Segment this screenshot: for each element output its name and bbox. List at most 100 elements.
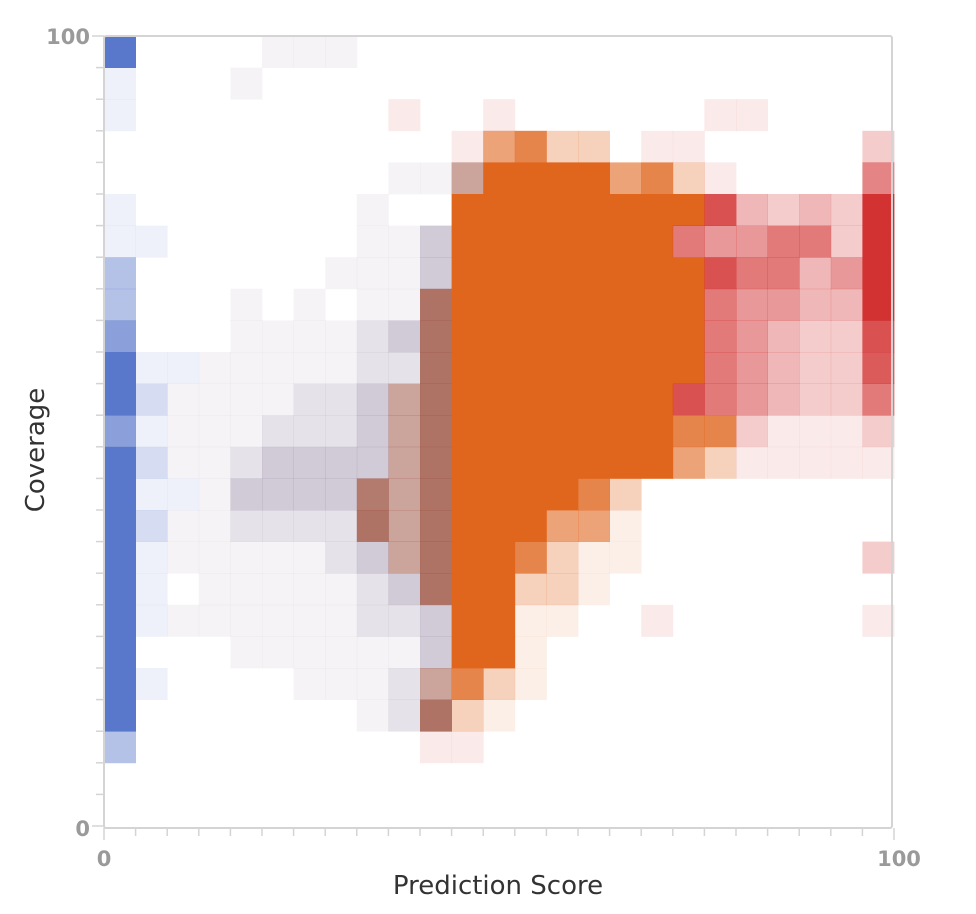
y-axis-title: Coverage (21, 388, 51, 513)
heatmap-cell (167, 415, 200, 448)
heatmap-cell (609, 320, 642, 353)
heatmap-cell (672, 257, 705, 290)
heatmap-cell (641, 194, 674, 226)
heatmap-cell (388, 352, 421, 384)
heatmap-cell (609, 288, 642, 321)
heatmap-cell (262, 541, 294, 574)
heatmap-cell (135, 604, 168, 637)
heatmap-cell (420, 636, 452, 669)
heatmap-cell (325, 636, 358, 669)
heatmap-cell (546, 320, 579, 353)
heatmap-cell (230, 383, 263, 416)
heatmap-cell (104, 636, 136, 669)
heatmap-cell (230, 604, 263, 637)
heatmap-cell (420, 288, 452, 321)
heatmap-cell (356, 604, 389, 637)
heatmap-cell (641, 288, 674, 321)
heatmap-cell (546, 130, 579, 163)
heatmap-cell (862, 320, 895, 353)
heatmap-cell (356, 446, 389, 479)
heatmap-cell (830, 446, 863, 479)
heatmap-cell (198, 541, 231, 574)
heatmap-cell (546, 541, 579, 574)
heatmap-cell (451, 320, 484, 353)
heatmap-cell (704, 446, 737, 479)
heatmap-cell (483, 257, 516, 290)
heatmap-cell (388, 162, 421, 195)
heatmap-cell (609, 194, 642, 226)
heatmap-cell (167, 352, 200, 384)
heatmap-cell (293, 383, 326, 416)
heatmap-cell (578, 225, 610, 258)
heatmap-cell (830, 383, 863, 416)
heatmap-cell (578, 383, 610, 416)
heatmap-cell (483, 288, 516, 321)
heatmap-cell (230, 352, 263, 384)
heatmap-cell (388, 478, 421, 511)
x-tick-label-min: 0 (97, 847, 112, 871)
heatmap-cell (799, 225, 832, 258)
heatmap-cell (546, 415, 579, 448)
heatmap-cell (388, 636, 421, 669)
heatmap-cell (546, 257, 579, 290)
heatmap-cell (325, 541, 358, 574)
heatmap-cell (356, 352, 389, 384)
heatmap-cell (420, 383, 452, 416)
heatmap-cell (356, 541, 389, 574)
heatmap-cell (767, 415, 800, 448)
heatmap-cell (198, 573, 231, 606)
heatmap-cell (356, 573, 389, 606)
heatmap-cell (451, 257, 484, 290)
heatmap-cell (799, 194, 832, 226)
heatmap-cell (451, 130, 484, 163)
heatmap-cell (767, 352, 800, 384)
heatmap-cell (767, 288, 800, 321)
heatmap-cell (578, 573, 610, 606)
heatmap-cell (356, 699, 389, 732)
heatmap-cell (420, 699, 452, 732)
heatmap-cell (862, 446, 895, 479)
heatmap-cell (420, 320, 452, 353)
heatmap-cell (609, 225, 642, 258)
heatmap-cell (830, 352, 863, 384)
heatmap-cell (388, 510, 421, 542)
heatmap-cell (830, 415, 863, 448)
heatmap-cell (514, 636, 547, 669)
heatmap-cell (262, 320, 294, 353)
heatmap-cell (262, 604, 294, 637)
heatmap-cell (388, 225, 421, 258)
heatmap-cell (104, 36, 136, 68)
heatmap-cell (325, 604, 358, 637)
heatmap-cell (356, 225, 389, 258)
heatmap-cell (293, 352, 326, 384)
heatmap-cell (483, 320, 516, 353)
heatmap-cell (388, 446, 421, 479)
heatmap-cell (736, 194, 768, 226)
heatmap-cell (135, 415, 168, 448)
heatmap-cell (420, 162, 452, 195)
heatmap-cell (830, 194, 863, 226)
heatmap-cell (578, 510, 610, 542)
heatmap-cell (483, 541, 516, 574)
heatmap-cell (230, 636, 263, 669)
heatmap-cell (198, 446, 231, 479)
heatmap-cell (483, 225, 516, 258)
heatmap-cell (135, 478, 168, 511)
heatmap-cell (104, 288, 136, 321)
heatmap-cell (293, 446, 326, 479)
heatmap-cell (356, 478, 389, 511)
heatmap-cell (356, 510, 389, 542)
heatmap-cell (420, 352, 452, 384)
heatmap-cell (356, 668, 389, 700)
heatmap-cell (767, 257, 800, 290)
heatmap-cell (135, 225, 168, 258)
heatmap-cell (641, 383, 674, 416)
heatmap-cell (514, 668, 547, 700)
heatmap-cell (514, 415, 547, 448)
heatmap-cell (514, 352, 547, 384)
heatmap-cell (704, 162, 737, 195)
heatmap-cell (135, 573, 168, 606)
heatmap-cell (578, 478, 610, 511)
heatmap-cell (672, 225, 705, 258)
heatmap-cell (514, 257, 547, 290)
